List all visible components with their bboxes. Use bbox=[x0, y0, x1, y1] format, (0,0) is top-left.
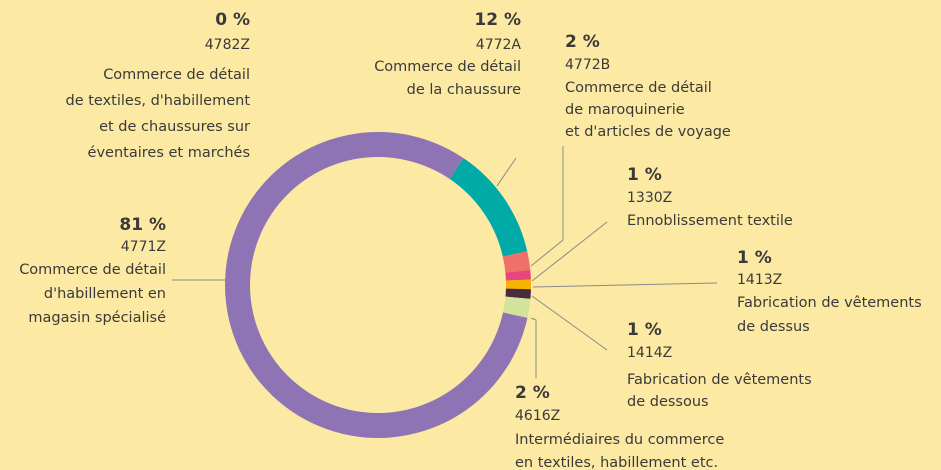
value-label: 1 % bbox=[627, 320, 662, 340]
category-description: Commerce de détail bbox=[565, 80, 712, 96]
category-description: et de chaussures sur bbox=[99, 119, 250, 135]
value-label: 81 % bbox=[119, 215, 166, 235]
donut-slice bbox=[505, 288, 531, 299]
category-description: de dessous bbox=[627, 394, 709, 410]
leader-line bbox=[496, 157, 517, 187]
category-description: Commerce de détail bbox=[374, 59, 521, 75]
value-label: 0 % bbox=[215, 10, 250, 30]
donut-slice bbox=[503, 296, 531, 318]
category-description: de textiles, d'habillement bbox=[66, 93, 251, 109]
category-description: Commerce de détail bbox=[19, 262, 166, 278]
value-label: 1 % bbox=[627, 165, 662, 185]
category-description: Commerce de détail bbox=[103, 67, 250, 83]
donut-slice bbox=[502, 251, 531, 273]
category-description: d'habillement en bbox=[44, 286, 166, 302]
category-code: 4772B bbox=[565, 57, 610, 73]
category-description: éventaires et marchés bbox=[88, 145, 250, 161]
category-description: Fabrication de vêtements bbox=[737, 295, 922, 311]
leader-line bbox=[532, 282, 718, 288]
leader-line bbox=[531, 295, 608, 351]
category-description: Fabrication de vêtements bbox=[627, 372, 812, 388]
donut-slice bbox=[449, 158, 528, 257]
donut-slice bbox=[505, 270, 531, 281]
category-description: de la chaussure bbox=[407, 82, 521, 98]
leader-line bbox=[530, 146, 564, 267]
category-code: 4616Z bbox=[515, 408, 560, 424]
donut-slice bbox=[505, 279, 531, 290]
value-label: 12 % bbox=[474, 10, 521, 30]
value-label: 2 % bbox=[515, 383, 550, 403]
category-description: magasin spécialisé bbox=[28, 310, 166, 326]
category-description: Intermédiaires du commerce bbox=[515, 432, 724, 448]
category-code: 1330Z bbox=[627, 190, 672, 206]
category-code: 4771Z bbox=[121, 239, 166, 255]
category-description: en textiles, habillement etc. bbox=[515, 455, 718, 470]
leader-line bbox=[530, 317, 537, 378]
category-code: 1413Z bbox=[737, 272, 782, 288]
leader-line bbox=[531, 221, 608, 282]
value-label: 1 % bbox=[737, 248, 772, 268]
category-code: 4772A bbox=[476, 37, 522, 53]
category-description: de dessus bbox=[737, 319, 810, 335]
category-description: de maroquinerie bbox=[565, 102, 685, 118]
category-description: Ennoblissement textile bbox=[627, 213, 793, 229]
category-description: et d'articles de voyage bbox=[565, 124, 731, 140]
value-label: 2 % bbox=[565, 32, 600, 52]
category-code: 1414Z bbox=[627, 345, 672, 361]
category-code: 4782Z bbox=[205, 37, 250, 53]
